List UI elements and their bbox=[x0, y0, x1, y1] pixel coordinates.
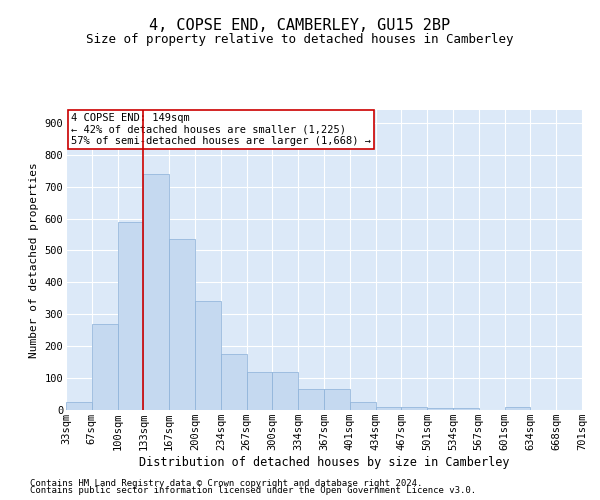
Text: Contains HM Land Registry data © Crown copyright and database right 2024.: Contains HM Land Registry data © Crown c… bbox=[30, 478, 422, 488]
Bar bbox=[350, 402, 376, 410]
Bar bbox=[195, 302, 221, 410]
Bar bbox=[298, 390, 324, 410]
Text: 4, COPSE END, CAMBERLEY, GU15 2BP: 4, COPSE END, CAMBERLEY, GU15 2BP bbox=[149, 18, 451, 32]
Text: Size of property relative to detached houses in Camberley: Size of property relative to detached ho… bbox=[86, 32, 514, 46]
X-axis label: Distribution of detached houses by size in Camberley: Distribution of detached houses by size … bbox=[139, 456, 509, 469]
Y-axis label: Number of detached properties: Number of detached properties bbox=[29, 162, 39, 358]
Bar bbox=[143, 174, 169, 410]
Bar bbox=[324, 390, 350, 410]
Bar bbox=[66, 402, 92, 410]
Bar bbox=[247, 372, 272, 410]
Bar bbox=[169, 240, 195, 410]
Bar bbox=[272, 372, 298, 410]
Text: 4 COPSE END: 149sqm
← 42% of detached houses are smaller (1,225)
57% of semi-det: 4 COPSE END: 149sqm ← 42% of detached ho… bbox=[71, 113, 371, 146]
Bar bbox=[427, 408, 453, 410]
Bar bbox=[376, 407, 401, 410]
Bar bbox=[453, 408, 479, 410]
Bar bbox=[401, 407, 427, 410]
Bar bbox=[505, 407, 530, 410]
Bar bbox=[118, 222, 143, 410]
Text: Contains public sector information licensed under the Open Government Licence v3: Contains public sector information licen… bbox=[30, 486, 476, 495]
Bar bbox=[221, 354, 247, 410]
Bar bbox=[92, 324, 118, 410]
